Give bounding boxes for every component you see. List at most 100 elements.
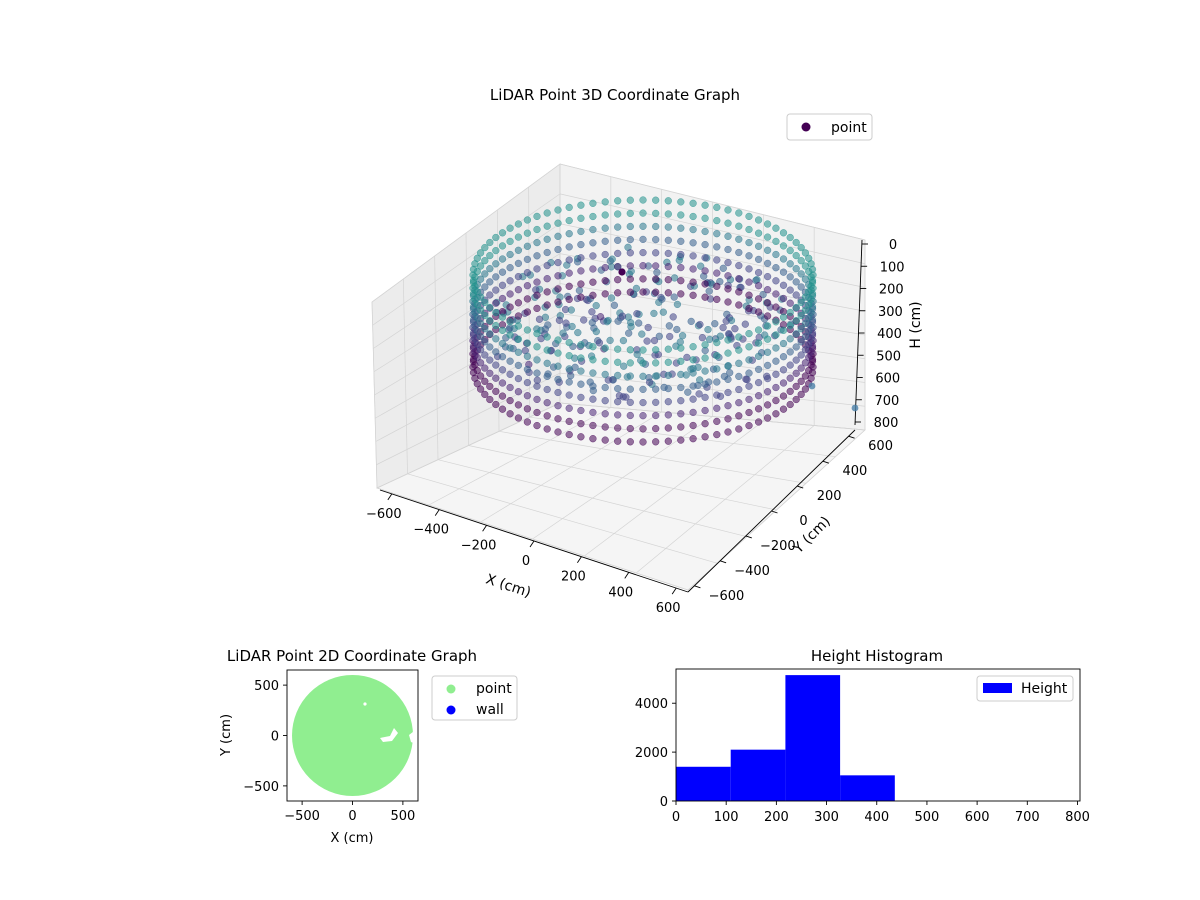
point-3d [724,206,732,214]
point-3d [713,203,721,212]
point-3d [792,291,800,299]
point-3d [554,206,562,214]
legend-histogram-frame [976,675,1074,702]
point-3d [592,327,600,336]
point-3d [689,225,697,234]
point-3d [476,359,485,367]
point-3d [792,265,800,273]
point-3d [701,201,709,209]
point-3d [481,338,489,346]
point-3d [543,261,551,270]
point-3d [639,425,647,433]
point-3d [792,317,800,325]
point-3d [614,345,622,353]
point-3d [724,349,732,357]
point-3d [701,354,709,362]
point-3d [645,374,653,382]
point-3d [486,291,494,299]
point-3d [492,260,500,268]
point-3d [506,318,514,326]
x-tick-3d [434,509,440,516]
point-3d [743,375,751,384]
point-3d [719,323,727,332]
point-3d [779,281,788,289]
y-tick-label-3d: 0 [799,514,807,529]
point-3d [705,287,713,295]
point-3d [589,291,597,299]
point-3d [664,210,672,218]
x-tick-label-histogram: 500 [915,810,940,825]
point-3d [786,233,794,242]
point-3d [565,216,573,225]
point-3d [797,311,805,320]
point-3d [650,336,659,345]
point-3d [565,243,573,251]
point-3d [543,209,551,217]
point-3d [735,301,743,309]
point-3d [786,374,794,382]
point-3d [735,359,743,367]
x-tick-3d [387,493,393,501]
point-3d [754,282,763,290]
point-3d [689,356,697,364]
point-3d [786,308,794,317]
point-3d [724,285,732,293]
point-3d [797,351,805,359]
point-3d [763,299,772,307]
point-3d [786,361,794,369]
point-3d [639,235,647,244]
point-3d [786,335,794,343]
point-3d [659,308,667,316]
point-3d [713,352,721,360]
point-3d [772,357,780,365]
point-3d [486,356,494,364]
y-tick-label-histogram: 4000 [635,697,668,712]
point-3d [601,423,609,431]
point-3d [608,255,616,263]
point-3d [481,243,489,252]
point-3d [779,313,788,321]
point-3d [639,288,647,296]
point-3d [724,232,732,240]
point-3d [677,224,685,232]
point-3d [670,274,679,282]
point-3d [677,383,685,392]
point-3d [652,235,660,244]
point-3d [543,333,551,341]
point-3d [639,372,647,380]
point-3d [713,216,721,225]
z-axis-label-3d: H (cm) [908,301,924,348]
point-3d [601,357,609,365]
point-3d [689,435,697,443]
point-3d [577,201,585,209]
point-3d [554,415,562,423]
point-3d [492,308,500,317]
point-3d [618,312,627,320]
chart-2d-title: LiDAR Point 2D Coordinate Graph [227,647,477,665]
point-3d [514,374,523,383]
x-tick-label-2d: −500 [284,809,320,824]
point-3d [745,329,753,338]
point-3d [498,229,507,237]
point-3d [614,289,622,297]
point-3d [473,314,481,322]
x-tick-3d [529,540,535,548]
point-3d [745,225,753,234]
point-3d [473,340,481,348]
point-3d [687,317,695,326]
point-3d [543,372,551,381]
point-3d [677,237,685,245]
point-3d [652,372,660,380]
legend-2d-label-wall: wall [476,702,504,718]
point-3d [601,250,609,259]
point-3d [678,332,687,340]
point-3d [626,249,634,257]
point-3d [567,306,575,314]
x-tick-label-2d: 500 [390,809,415,824]
point-3d [492,286,500,294]
x-tick-label-histogram: 0 [672,810,680,825]
point-3d [724,415,732,423]
point-3d [701,280,709,288]
point-3d [514,246,523,254]
